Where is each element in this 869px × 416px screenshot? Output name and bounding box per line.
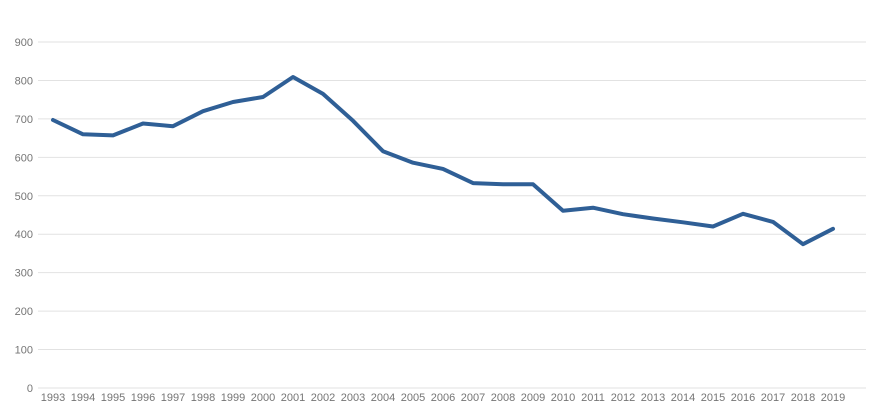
x-axis-tick-label: 2018	[791, 392, 815, 404]
x-axis-tick-label: 2010	[551, 392, 575, 404]
y-axis-tick-label: 500	[15, 191, 33, 203]
x-axis-tick-label: 2017	[761, 392, 785, 404]
y-axis-tick-label: 300	[15, 268, 33, 280]
y-axis-tick-label: 0	[27, 383, 33, 395]
data-line-series	[51, 75, 835, 247]
x-axis-tick-label: 2013	[641, 392, 665, 404]
x-axis-tick-label: 2015	[701, 392, 725, 404]
x-axis-tick-label: 2003	[341, 392, 365, 404]
y-axis-tick-label: 800	[15, 75, 33, 87]
y-axis-tick-label: 700	[15, 114, 33, 126]
x-axis-tick-label: 2008	[491, 392, 515, 404]
x-axis-tick-label: 2001	[281, 392, 305, 404]
x-axis-tick-label: 2005	[401, 392, 425, 404]
x-axis-tick-label: 1994	[71, 392, 95, 404]
x-axis-tick-label: 1998	[191, 392, 215, 404]
y-axis-tick-label: 200	[15, 306, 33, 318]
x-axis-tick-label: 1993	[41, 392, 65, 404]
x-axis-tick-label: 2002	[311, 392, 335, 404]
x-axis-tick-label: 1999	[221, 392, 245, 404]
y-axis-tick-label: 900	[15, 37, 33, 49]
x-axis-tick-label: 2006	[431, 392, 455, 404]
x-axis-tick-label: 2014	[671, 392, 695, 404]
y-axis-tick-label: 400	[15, 229, 33, 241]
x-axis-tick-label: 1996	[131, 392, 155, 404]
x-axis-tick-label: 2019	[821, 392, 845, 404]
x-axis-tick-label: 2012	[611, 392, 635, 404]
x-axis-tick-label: 1997	[161, 392, 185, 404]
x-axis-tick-label: 2011	[581, 392, 605, 404]
x-axis-tick-label: 1995	[101, 392, 125, 404]
x-axis-tick-label: 2004	[371, 392, 395, 404]
y-axis-tick-label: 600	[15, 152, 33, 164]
x-axis-tick-label: 2009	[521, 392, 545, 404]
y-axis-tick-label: 100	[15, 345, 33, 357]
x-axis-tick-label: 2016	[731, 392, 755, 404]
x-axis-tick-label: 2007	[461, 392, 485, 404]
x-axis-tick-label: 2000	[251, 392, 275, 404]
